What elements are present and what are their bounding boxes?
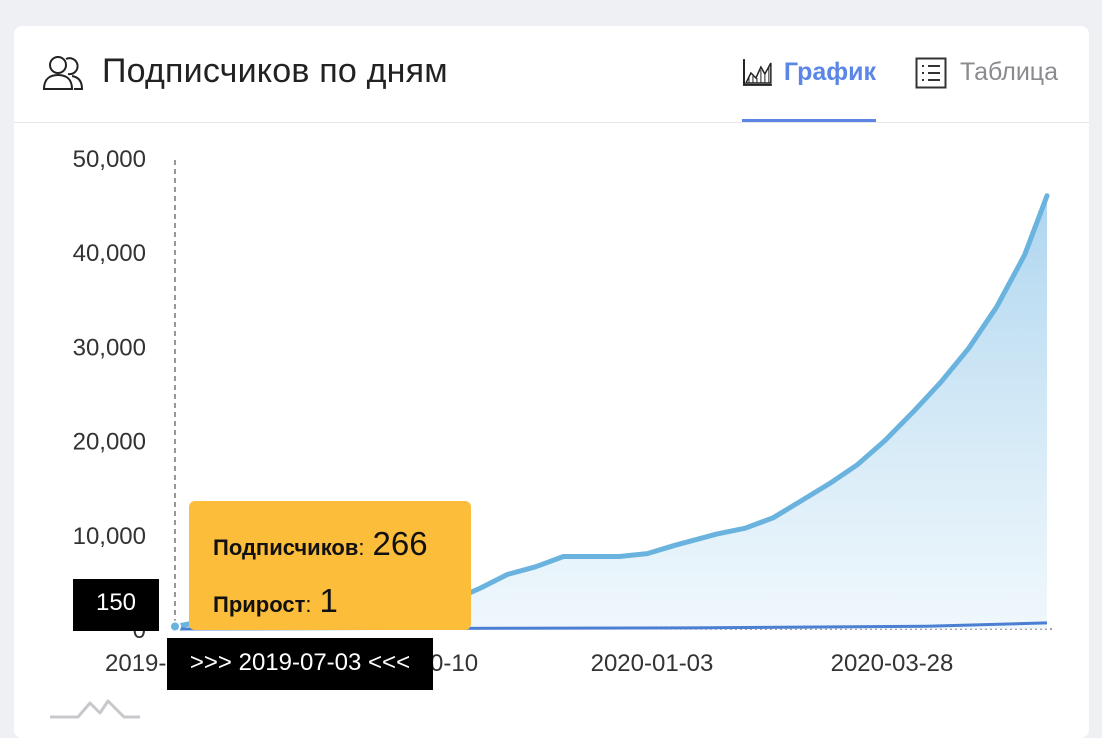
y-tick-label: 40,000 — [73, 240, 146, 267]
x-tick-label: 2020-03-28 — [831, 650, 954, 677]
y-tick-label: 10,000 — [73, 523, 146, 550]
y-tick-label: 20,000 — [73, 429, 146, 456]
crosshair-x-label: >>> 2019-07-03 <<< — [167, 638, 433, 690]
tooltip-subscribers-label: Подписчиков — [213, 535, 359, 560]
tooltip-growth-label: Прирост — [213, 592, 306, 617]
y-tick-label: 50,000 — [73, 146, 146, 173]
y-tick-label: 30,000 — [73, 334, 146, 361]
list-icon — [915, 57, 947, 89]
tab-table[interactable]: Таблица — [915, 54, 1058, 122]
page-title: Подписчиков по дням — [102, 52, 448, 90]
tooltip-subscribers-row: Подписчиков: 266 — [213, 525, 428, 562]
x-tick-label: 2020-01-03 — [591, 650, 714, 677]
mountain-logo-icon — [50, 699, 140, 719]
tooltip-growth-row: Прирост: 1 — [213, 582, 338, 619]
tooltip-growth-value: 1 — [319, 582, 338, 619]
tooltip-subscribers-value: 266 — [372, 525, 428, 562]
data-tooltip: Подписчиков: 266 Прирост: 1 — [189, 501, 471, 630]
x-tick-label: 2019- — [105, 650, 166, 677]
users-icon — [42, 56, 84, 90]
hover-point — [169, 620, 181, 633]
tab-chart[interactable]: График — [742, 54, 876, 122]
x-tick-label: 0-10 — [430, 650, 478, 677]
tab-table-label: Таблица — [960, 58, 1059, 86]
area-chart-icon — [742, 59, 772, 86]
crosshair-y-label: 150 — [73, 579, 159, 631]
tab-chart-label: График — [783, 58, 876, 86]
card-header: Подписчиков по дням График Таблица — [14, 26, 1089, 123]
subscribers-area — [175, 195, 1047, 629]
